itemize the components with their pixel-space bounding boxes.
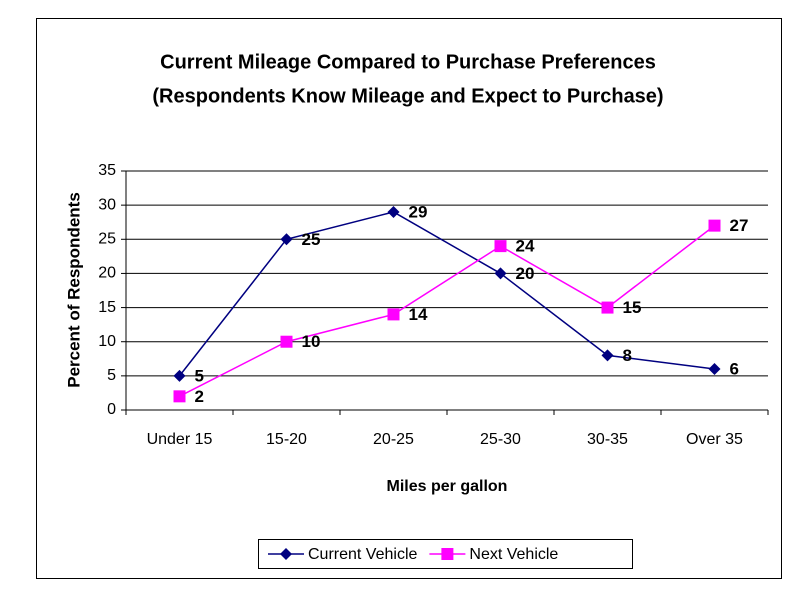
chart-border [36, 18, 782, 579]
point [494, 267, 507, 280]
legend-label: Current Vehicle [308, 546, 417, 563]
data-label: 25 [302, 230, 321, 249]
data-label: 2 [195, 387, 204, 406]
y-tick-label: 25 [98, 231, 116, 248]
point [708, 363, 721, 376]
y-tick-label: 0 [107, 401, 116, 418]
data-label: 6 [730, 360, 739, 379]
y-axis-label: Percent of Respondents [64, 192, 83, 388]
point [708, 219, 721, 232]
y-tick-label: 20 [98, 265, 116, 282]
x-tick-label: 20-25 [373, 431, 414, 448]
data-label: 10 [302, 332, 321, 351]
point [601, 349, 614, 362]
x-tick-label: 30-35 [587, 431, 628, 448]
y-tick-label: 5 [107, 367, 116, 384]
y-tick-label: 10 [98, 333, 116, 350]
series-line [179, 225, 715, 398]
x-tick-label: 15-20 [266, 431, 307, 448]
data-label: 20 [516, 264, 535, 283]
point [280, 233, 293, 246]
data-label: 5 [195, 366, 204, 385]
point [601, 301, 614, 314]
data-label: 29 [409, 202, 428, 221]
chart-title: Current Mileage Compared to Purchase Pre… [160, 51, 656, 73]
legend-label: Next Vehicle [469, 546, 558, 563]
x-tick-label: 25-30 [480, 431, 521, 448]
legend-marker [280, 548, 292, 560]
y-tick-label: 35 [98, 162, 116, 179]
y-tick-label: 15 [98, 299, 116, 316]
point [173, 369, 186, 382]
legend-marker [441, 548, 454, 560]
x-tick-label: Under 15 [147, 431, 213, 448]
x-tick-label: Over 35 [686, 431, 743, 448]
chart-subtitle: (Respondents Know Mileage and Expect to … [152, 85, 663, 107]
series-line [178, 211, 715, 377]
data-label: 8 [623, 346, 632, 365]
data-label: 15 [623, 298, 642, 317]
point [173, 390, 186, 403]
y-tick-label: 30 [98, 196, 116, 213]
point [387, 205, 400, 218]
point [387, 308, 400, 321]
data-label: 27 [730, 216, 749, 235]
point [494, 240, 507, 253]
x-axis-label: Miles per gallon [387, 478, 508, 495]
data-label: 14 [409, 305, 428, 324]
point [280, 335, 293, 348]
data-label: 24 [516, 237, 535, 256]
